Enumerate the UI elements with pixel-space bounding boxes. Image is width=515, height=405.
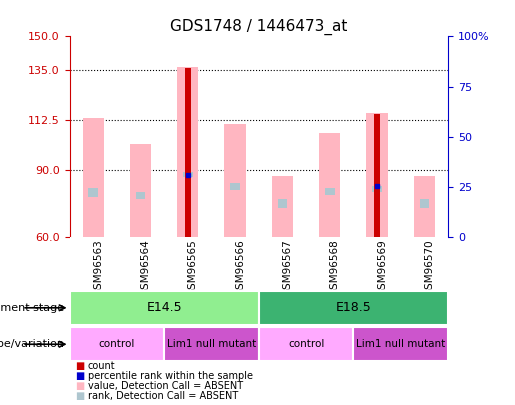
Bar	[319, 133, 340, 237]
Text: development stage: development stage	[0, 303, 64, 313]
Text: control: control	[99, 339, 135, 349]
Text: ■: ■	[75, 381, 84, 391]
Bar	[272, 176, 293, 237]
Text: percentile rank within the sample: percentile rank within the sample	[88, 371, 252, 381]
Bar	[225, 124, 246, 237]
Bar	[183, 173, 193, 177]
Text: GSM96569: GSM96569	[377, 240, 387, 296]
Bar	[325, 188, 335, 195]
Bar	[259, 328, 353, 361]
Bar	[70, 328, 164, 361]
Text: GSM96570: GSM96570	[424, 240, 434, 296]
Text: ■: ■	[75, 371, 84, 381]
Bar	[177, 66, 198, 237]
Text: ■: ■	[75, 360, 84, 371]
Bar	[185, 68, 191, 237]
Bar	[420, 199, 429, 208]
Bar	[89, 188, 98, 197]
Text: Lim1 null mutant: Lim1 null mutant	[356, 339, 445, 349]
Text: GSM96568: GSM96568	[330, 240, 340, 296]
Bar	[130, 145, 151, 237]
Text: GSM96567: GSM96567	[282, 240, 293, 296]
Bar	[372, 185, 382, 192]
Title: GDS1748 / 1446473_at: GDS1748 / 1446473_at	[170, 19, 348, 35]
Text: GSM96563: GSM96563	[93, 240, 103, 296]
Text: control: control	[288, 339, 324, 349]
Text: E14.5: E14.5	[146, 301, 182, 314]
Text: value, Detection Call = ABSENT: value, Detection Call = ABSENT	[88, 381, 243, 391]
Bar	[164, 328, 259, 361]
Text: genotype/variation: genotype/variation	[0, 339, 64, 349]
Text: Lim1 null mutant: Lim1 null mutant	[167, 339, 256, 349]
Bar	[70, 291, 259, 324]
Text: E18.5: E18.5	[336, 301, 371, 314]
Text: GSM96564: GSM96564	[141, 240, 150, 296]
Bar	[367, 113, 388, 237]
Text: GSM96565: GSM96565	[188, 240, 198, 296]
Bar	[259, 291, 448, 324]
Bar	[230, 183, 240, 190]
Text: rank, Detection Call = ABSENT: rank, Detection Call = ABSENT	[88, 391, 238, 401]
Bar	[353, 328, 448, 361]
Bar	[414, 176, 435, 237]
Bar	[278, 199, 287, 208]
Text: GSM96566: GSM96566	[235, 240, 245, 296]
Text: count: count	[88, 360, 115, 371]
Bar	[136, 192, 145, 199]
Bar	[82, 118, 104, 237]
Text: ■: ■	[75, 391, 84, 401]
Bar	[374, 114, 380, 237]
